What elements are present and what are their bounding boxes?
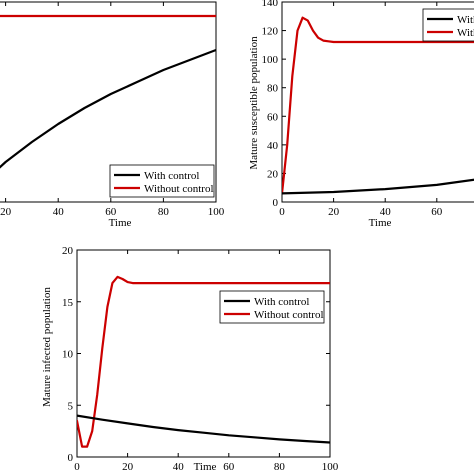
series-line-without-control bbox=[77, 275, 330, 448]
x-axis-label: Time bbox=[109, 217, 132, 229]
legend-label: With control bbox=[457, 14, 474, 26]
series-line-without-control bbox=[282, 16, 474, 195]
x-tick-label: 20 bbox=[328, 206, 340, 218]
legend-box bbox=[422, 8, 474, 42]
y-tick-label: 10 bbox=[62, 349, 74, 361]
legend-label: With control bbox=[254, 296, 309, 308]
x-axis-label: Time bbox=[194, 461, 217, 473]
x-tick-label: 80 bbox=[274, 461, 286, 473]
x-tick-label: 40 bbox=[380, 206, 392, 218]
y-axis-label: Mature susceptible population bbox=[248, 36, 260, 170]
legend-label: Without control bbox=[254, 309, 324, 321]
y-tick-label: 0 bbox=[68, 452, 74, 464]
y-tick-label: 140 bbox=[262, 0, 279, 9]
y-tick-label: 20 bbox=[267, 168, 279, 180]
series-line-with-control bbox=[282, 178, 474, 195]
x-tick-label: 100 bbox=[322, 461, 339, 473]
y-tick-label: 120 bbox=[262, 26, 279, 38]
y-tick-label: 0 bbox=[273, 197, 279, 209]
x-tick-label: 60 bbox=[431, 206, 443, 218]
legend-label: Without control bbox=[457, 27, 474, 39]
y-tick-label: 15 bbox=[62, 297, 74, 309]
x-tick-label: 0 bbox=[279, 206, 285, 218]
x-tick-label: 60 bbox=[223, 461, 235, 473]
x-axis-label: Time bbox=[369, 217, 392, 229]
series-line-with-control bbox=[77, 414, 330, 444]
legend-box bbox=[219, 290, 325, 324]
y-axis-label: Mature infected population bbox=[41, 287, 53, 407]
y-tick-label: 40 bbox=[267, 140, 279, 152]
y-tick-label: 60 bbox=[267, 111, 279, 123]
x-tick-label: 60 bbox=[105, 206, 117, 218]
series-line-with-control bbox=[0, 48, 216, 169]
y-tick-label: 20 bbox=[62, 245, 74, 257]
y-tick-label: 5 bbox=[68, 400, 74, 412]
x-tick-label: 100 bbox=[208, 206, 225, 218]
axis-frame bbox=[281, 1, 474, 203]
x-tick-label: 40 bbox=[173, 461, 185, 473]
y-tick-label: 80 bbox=[267, 83, 279, 95]
y-tick-label: 100 bbox=[262, 54, 279, 66]
x-tick-label: 20 bbox=[0, 206, 12, 218]
legend-label: Without control bbox=[144, 183, 214, 195]
x-tick-label: 20 bbox=[122, 461, 134, 473]
x-tick-label: 0 bbox=[74, 461, 80, 473]
x-tick-label: 40 bbox=[53, 206, 65, 218]
legend-label: With control bbox=[144, 170, 199, 182]
x-tick-label: 80 bbox=[158, 206, 170, 218]
legend-box bbox=[109, 164, 215, 198]
axis-frame bbox=[0, 1, 217, 203]
